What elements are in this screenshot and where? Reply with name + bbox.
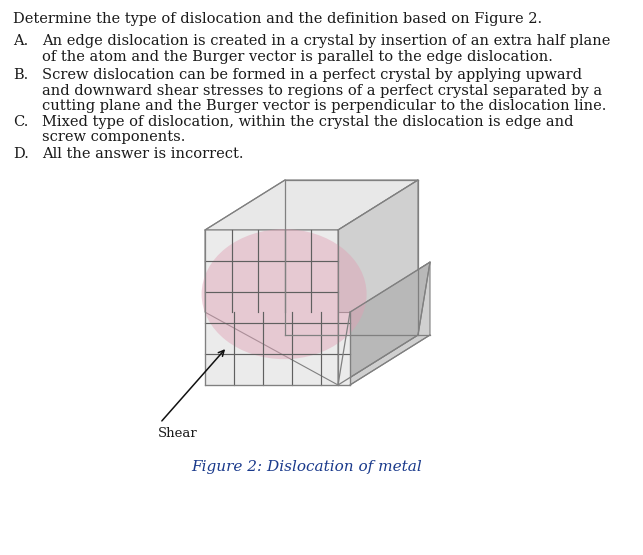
Text: screw components.: screw components. — [42, 130, 185, 144]
Text: Mixed type of dislocation, within the crystal the dislocation is edge and: Mixed type of dislocation, within the cr… — [42, 115, 574, 129]
Polygon shape — [205, 230, 338, 385]
Text: Determine the type of dislocation and the definition based on Figure 2.: Determine the type of dislocation and th… — [13, 12, 542, 26]
Polygon shape — [205, 180, 418, 230]
Text: Figure 2: Dislocation of metal: Figure 2: Dislocation of metal — [191, 460, 422, 474]
Polygon shape — [350, 262, 430, 385]
Text: C.: C. — [13, 115, 28, 129]
Polygon shape — [338, 180, 418, 385]
Polygon shape — [205, 312, 350, 385]
Text: A.: A. — [13, 34, 28, 48]
Polygon shape — [338, 262, 430, 385]
Text: D.: D. — [13, 147, 29, 161]
Text: and downward shear stresses to regions of a perfect crystal separated by a: and downward shear stresses to regions o… — [42, 83, 602, 98]
Text: Shear: Shear — [158, 427, 198, 440]
Text: All the answer is incorrect.: All the answer is incorrect. — [42, 147, 244, 161]
Text: An edge dislocation is created in a crystal by insertion of an extra half plane: An edge dislocation is created in a crys… — [42, 34, 610, 48]
Text: cutting plane and the Burger vector is perpendicular to the dislocation line.: cutting plane and the Burger vector is p… — [42, 99, 606, 113]
Ellipse shape — [202, 229, 367, 359]
Text: Screw dislocation can be formed in a perfect crystal by applying upward: Screw dislocation can be formed in a per… — [42, 68, 582, 82]
Text: of the atom and the Burger vector is parallel to the edge dislocation.: of the atom and the Burger vector is par… — [42, 49, 553, 63]
Text: B.: B. — [13, 68, 28, 82]
